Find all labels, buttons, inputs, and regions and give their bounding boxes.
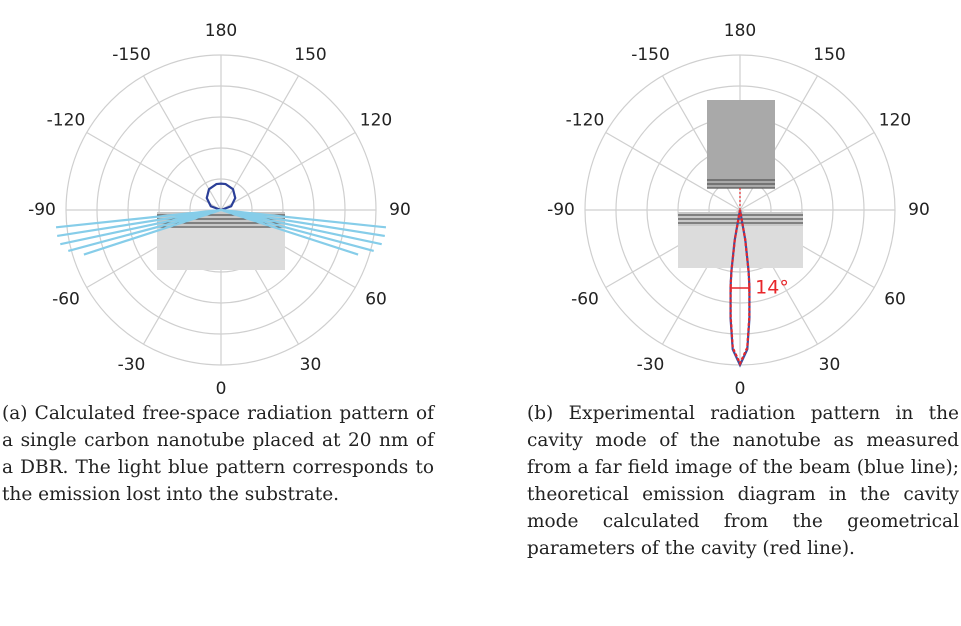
angle-tick-label: 120 bbox=[879, 111, 911, 131]
pattern-line bbox=[220, 208, 387, 256]
grid-spoke bbox=[142, 75, 222, 211]
caption-text: Experimental radiation pattern in the ca… bbox=[527, 403, 959, 559]
angle-tick-label: 0 bbox=[216, 379, 227, 399]
angle-tick-label: 180 bbox=[205, 21, 237, 41]
angle-tick-label: 60 bbox=[884, 290, 906, 310]
angle-tick-label: 180 bbox=[724, 21, 756, 41]
angle-tick-label: -150 bbox=[631, 45, 670, 65]
angle-tick-label: -90 bbox=[547, 200, 575, 220]
angle-tick-label: 0 bbox=[735, 379, 746, 399]
angle-tick-label: -30 bbox=[637, 355, 665, 375]
angle-tick-label: -60 bbox=[52, 290, 80, 310]
grid-spoke bbox=[86, 131, 222, 211]
angle-tick-label: 150 bbox=[813, 45, 845, 65]
grid-spoke bbox=[739, 131, 875, 211]
angle-tick-label: 30 bbox=[819, 355, 841, 375]
grid-spoke bbox=[220, 75, 300, 211]
angle-tick-label: -60 bbox=[571, 290, 599, 310]
angle-tick-label: -120 bbox=[566, 111, 605, 131]
angle-tick-label: 120 bbox=[360, 111, 392, 131]
angle-tick-label: 90 bbox=[389, 200, 411, 220]
angle-tick-label: 90 bbox=[908, 200, 930, 220]
dbr-left bbox=[157, 212, 285, 270]
pattern-line bbox=[205, 182, 237, 212]
polar-grid bbox=[65, 54, 377, 366]
pattern-line bbox=[55, 208, 222, 256]
angle-tick-label: 150 bbox=[294, 45, 326, 65]
angle-tick-label: -150 bbox=[112, 45, 151, 65]
angle-tick-label: 60 bbox=[365, 290, 387, 310]
caption-a: (a) Calculated free-space radiation patt… bbox=[2, 400, 434, 508]
grid-spoke bbox=[220, 131, 356, 211]
caption-label: (a) bbox=[2, 403, 28, 424]
caption-b: (b) Experimental radiation pattern in th… bbox=[527, 400, 959, 562]
arrow-head bbox=[730, 284, 750, 292]
caption-label: (b) bbox=[527, 403, 554, 424]
pattern-line bbox=[729, 209, 751, 367]
angle-tick-label: -30 bbox=[118, 355, 146, 375]
angle-tick-label: -120 bbox=[47, 111, 86, 131]
annotation: 14° bbox=[755, 277, 789, 299]
angle-tick-label: -90 bbox=[28, 200, 56, 220]
angle-tick-label: 30 bbox=[300, 355, 322, 375]
grid-spoke bbox=[605, 131, 741, 211]
figure: 0 30 60 90 120 150 180 -150 -120 -90 -60 -30 0 30 60 90… bbox=[28, 21, 930, 399]
caption-text: Calculated free-space radiation pattern … bbox=[2, 403, 434, 505]
